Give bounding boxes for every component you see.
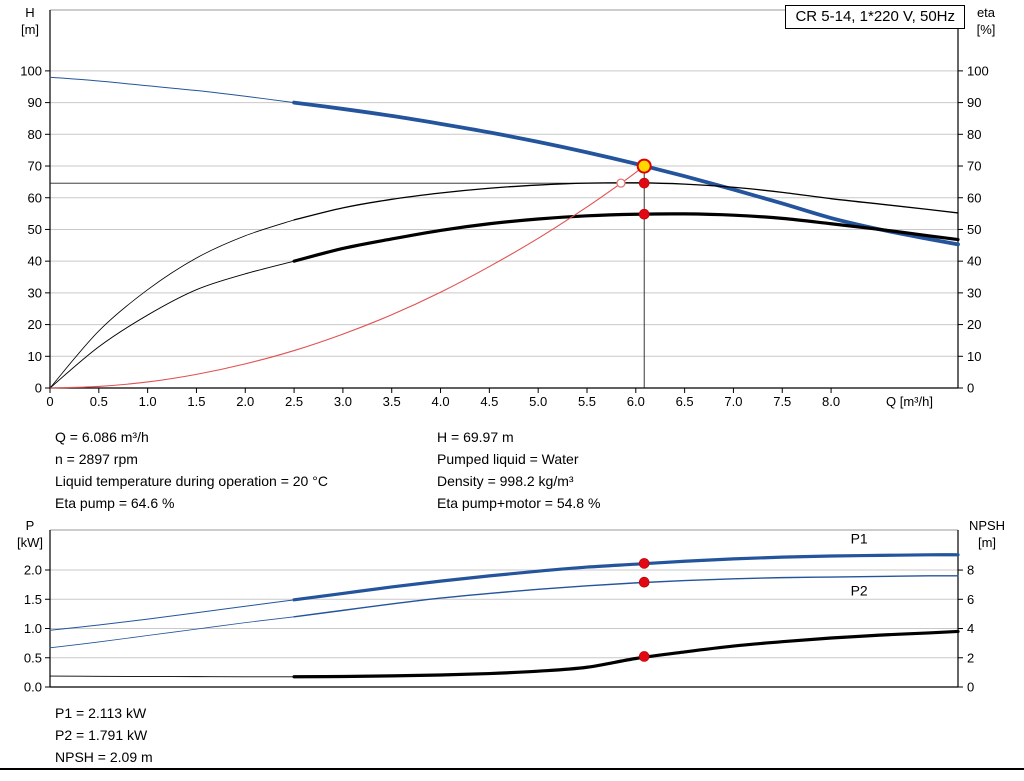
svg-text:1.5: 1.5 <box>187 394 205 409</box>
info-line-eta-pump-motor: Eta pump+motor = 54.8 % <box>437 495 601 511</box>
gridlines <box>50 70 958 357</box>
svg-text:6: 6 <box>967 592 974 607</box>
svg-text:0: 0 <box>46 394 53 409</box>
svg-text:1.0: 1.0 <box>24 621 42 636</box>
svg-text:10: 10 <box>967 349 981 364</box>
info-line-q: Q = 6.086 m³/h <box>55 429 149 445</box>
svg-text:2.0: 2.0 <box>24 563 42 578</box>
info-line-h: H = 69.97 m <box>437 429 514 445</box>
svg-text:80: 80 <box>28 127 42 142</box>
svg-text:20: 20 <box>28 317 42 332</box>
axis-ticks <box>45 70 963 393</box>
svg-text:0: 0 <box>967 381 974 396</box>
svg-text:100: 100 <box>967 63 989 78</box>
svg-text:3.0: 3.0 <box>334 394 352 409</box>
svg-text:90: 90 <box>967 95 981 110</box>
svg-text:30: 30 <box>28 285 42 300</box>
svg-text:0.5: 0.5 <box>24 650 42 665</box>
p-axis-label: P [kW] <box>17 518 43 550</box>
svg-text:2: 2 <box>967 650 974 665</box>
axis-tick-labels: 0 0.5 1.0 1.5 2.0 2.5 3.0 3.5 4.0 4.5 5.0 5.5 6.0 6.5… <box>20 63 988 409</box>
svg-text:30: 30 <box>967 285 981 300</box>
plot-frame <box>49 529 959 688</box>
series-eta-pump <box>49 182 959 389</box>
series-system-curve <box>49 165 645 389</box>
svg-text:50: 50 <box>28 222 42 237</box>
head-efficiency-chart: 0 0.5 1.0 1.5 2.0 2.5 3.0 3.5 4.0 4.5 5.0 5.5 6.0 6.5… <box>20 9 989 409</box>
duty-point <box>636 158 652 174</box>
svg-text:60: 60 <box>967 190 981 205</box>
series-p2-power <box>49 575 959 649</box>
svg-text:90: 90 <box>28 95 42 110</box>
info-line-eta-pump: Eta pump = 64.6 % <box>55 495 175 511</box>
svg-text:8: 8 <box>967 563 974 578</box>
duty-info-left: Q = 6.086 m³/h n = 2897 rpm Liquid tempe… <box>55 426 328 514</box>
svg-text:0: 0 <box>967 680 974 695</box>
system-cross-point <box>616 178 626 188</box>
duty-reference-lines <box>50 166 645 388</box>
svg-text:7.0: 7.0 <box>724 394 742 409</box>
svg-text:40: 40 <box>28 254 42 269</box>
info-line-liquid-temp: Liquid temperature during operation = 20… <box>55 473 328 489</box>
svg-text:80: 80 <box>967 127 981 142</box>
svg-text:0.0: 0.0 <box>24 680 42 695</box>
pump-model-box: CR 5-14, 1*220 V, 50Hz <box>785 5 965 29</box>
svg-text:70: 70 <box>28 159 42 174</box>
duty-info-right: H = 69.97 m Pumped liquid = Water Densit… <box>437 426 600 514</box>
power-info: P1 = 2.113 kW P2 = 1.791 kW NPSH = 2.09 … <box>55 702 153 768</box>
svg-text:4: 4 <box>967 621 974 636</box>
x-axis-label: Q [m³/h] <box>886 394 933 409</box>
svg-text:8.0: 8.0 <box>822 394 840 409</box>
svg-text:4.5: 4.5 <box>480 394 498 409</box>
eta-pump-point <box>638 177 650 189</box>
svg-text:20: 20 <box>967 317 981 332</box>
p2-point <box>638 576 650 588</box>
svg-text:3.5: 3.5 <box>383 394 401 409</box>
eta-pump-motor-point <box>638 208 650 220</box>
svg-text:70: 70 <box>967 159 981 174</box>
svg-text:0: 0 <box>35 381 42 396</box>
svg-text:10: 10 <box>28 349 42 364</box>
point-markers <box>616 158 652 220</box>
axis-tick-labels: 0.0 0.5 1.0 1.5 2.0 0 2 4 6 8 <box>24 563 974 695</box>
svg-text:2.0: 2.0 <box>236 394 254 409</box>
info-line-p1: P1 = 2.113 kW <box>55 705 147 721</box>
svg-text:1.5: 1.5 <box>24 592 42 607</box>
svg-text:60: 60 <box>28 190 42 205</box>
svg-text:2.5: 2.5 <box>285 394 303 409</box>
plot-frame <box>49 9 959 389</box>
power-npsh-chart: 0.0 0.5 1.0 1.5 2.0 0 2 4 6 8 P1 P2 <box>24 529 974 695</box>
info-line-density: Density = 998.2 kg/m³ <box>437 473 574 489</box>
npsh-axis-label: NPSH [m] <box>968 518 1006 550</box>
svg-text:5.0: 5.0 <box>529 394 547 409</box>
series-eta-pump-plus-motor <box>49 212 960 389</box>
info-line-npsh: NPSH = 2.09 m <box>55 749 153 765</box>
svg-text:40: 40 <box>967 254 981 269</box>
svg-text:1.0: 1.0 <box>139 394 157 409</box>
p2-label: P2 <box>851 583 868 599</box>
svg-text:4.0: 4.0 <box>431 394 449 409</box>
svg-text:6.0: 6.0 <box>627 394 645 409</box>
p1-point <box>638 558 650 569</box>
eta-axis-label: eta [%] <box>976 5 996 37</box>
svg-text:7.5: 7.5 <box>773 394 791 409</box>
svg-text:0.5: 0.5 <box>90 394 108 409</box>
svg-text:100: 100 <box>20 63 42 78</box>
svg-text:5.5: 5.5 <box>578 394 596 409</box>
svg-text:6.5: 6.5 <box>676 394 694 409</box>
point-markers <box>638 558 650 662</box>
info-line-pumped-liquid: Pumped liquid = Water <box>437 451 579 467</box>
footer-divider <box>0 768 1024 770</box>
info-line-n: n = 2897 rpm <box>55 451 138 467</box>
svg-text:50: 50 <box>967 222 981 237</box>
h-axis-label: H [m] <box>20 5 40 37</box>
p1-label: P1 <box>851 531 868 547</box>
series-npsh-curve <box>49 629 960 679</box>
npsh-point <box>638 651 650 662</box>
info-line-p2: P2 = 1.791 kW <box>55 727 148 743</box>
axis-ticks <box>45 569 963 688</box>
series-p1-power <box>49 553 960 631</box>
